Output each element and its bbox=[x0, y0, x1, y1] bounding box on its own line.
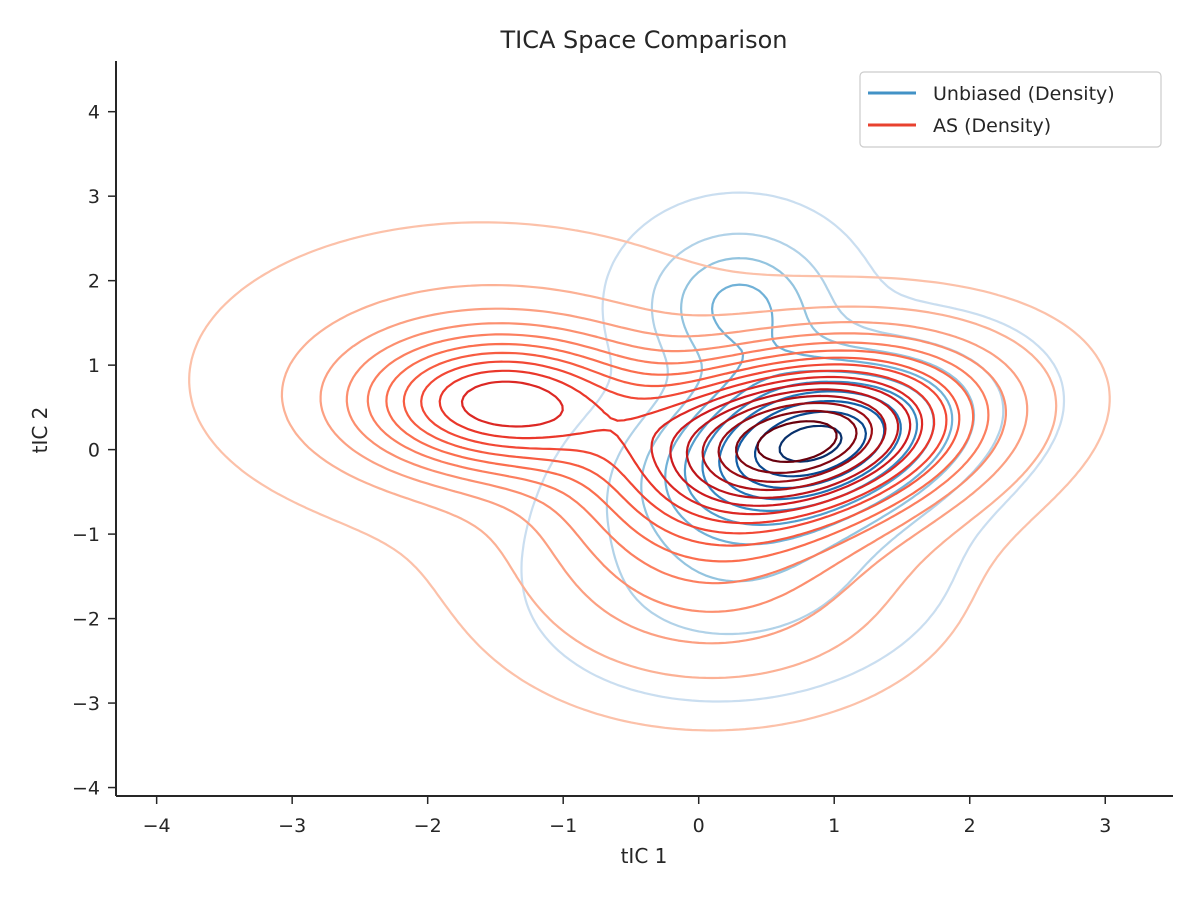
y-ticks: −4 −3 −2 −1 0 1 2 3 4 bbox=[72, 102, 116, 800]
x-tick-label: 2 bbox=[964, 815, 976, 837]
legend-label-unbiased: Unbiased (Density) bbox=[933, 83, 1115, 105]
y-tick-label: 3 bbox=[88, 186, 100, 208]
contour-layer bbox=[188, 191, 1111, 732]
y-tick-label: 0 bbox=[88, 440, 100, 462]
chart-title: TICA Space Comparison bbox=[499, 26, 787, 54]
x-ticks: −4 −3 −2 −1 0 1 2 3 bbox=[143, 796, 1111, 837]
contour-line bbox=[669, 382, 912, 507]
contour-line bbox=[319, 307, 1029, 645]
contour-series-1 bbox=[188, 221, 1111, 732]
legend-frame bbox=[859, 71, 1162, 148]
x-tick-label: −3 bbox=[278, 815, 306, 837]
contour-line bbox=[735, 409, 858, 474]
contour-line bbox=[438, 369, 936, 525]
x-tick-label: −4 bbox=[143, 815, 171, 837]
contour-line bbox=[520, 191, 1066, 703]
contour-line bbox=[717, 401, 873, 483]
contour-line bbox=[385, 342, 975, 563]
x-tick-label: −1 bbox=[549, 815, 577, 837]
legend-label-as: AS (Density) bbox=[933, 115, 1051, 137]
contour-line bbox=[756, 420, 838, 463]
x-tick-label: −2 bbox=[414, 815, 442, 837]
contour-line bbox=[280, 284, 1058, 680]
y-tick-label: −2 bbox=[72, 609, 100, 631]
contour-line bbox=[402, 351, 961, 547]
contour-line bbox=[685, 388, 900, 499]
x-tick-label: 3 bbox=[1099, 815, 1111, 837]
contour-line bbox=[188, 221, 1111, 732]
y-tick-label: 4 bbox=[88, 102, 100, 124]
contour-line bbox=[754, 410, 867, 478]
x-axis-label: tIC 1 bbox=[621, 844, 668, 868]
contour-line bbox=[420, 360, 948, 535]
contour-line bbox=[345, 322, 1007, 613]
y-tick-label: −1 bbox=[72, 524, 100, 546]
y-axis-label: tIC 2 bbox=[28, 407, 52, 454]
x-tick-label: 1 bbox=[828, 815, 840, 837]
y-tick-label: 1 bbox=[88, 355, 100, 377]
legend: Unbiased (Density) AS (Density) bbox=[859, 71, 1162, 148]
y-tick-label: 2 bbox=[88, 271, 100, 293]
y-tick-label: −3 bbox=[72, 693, 100, 715]
contour-line bbox=[701, 394, 887, 492]
y-tick-label: −4 bbox=[72, 778, 100, 800]
contour-line bbox=[366, 333, 990, 585]
contour-line bbox=[460, 375, 924, 516]
x-tick-label: 0 bbox=[693, 815, 705, 837]
